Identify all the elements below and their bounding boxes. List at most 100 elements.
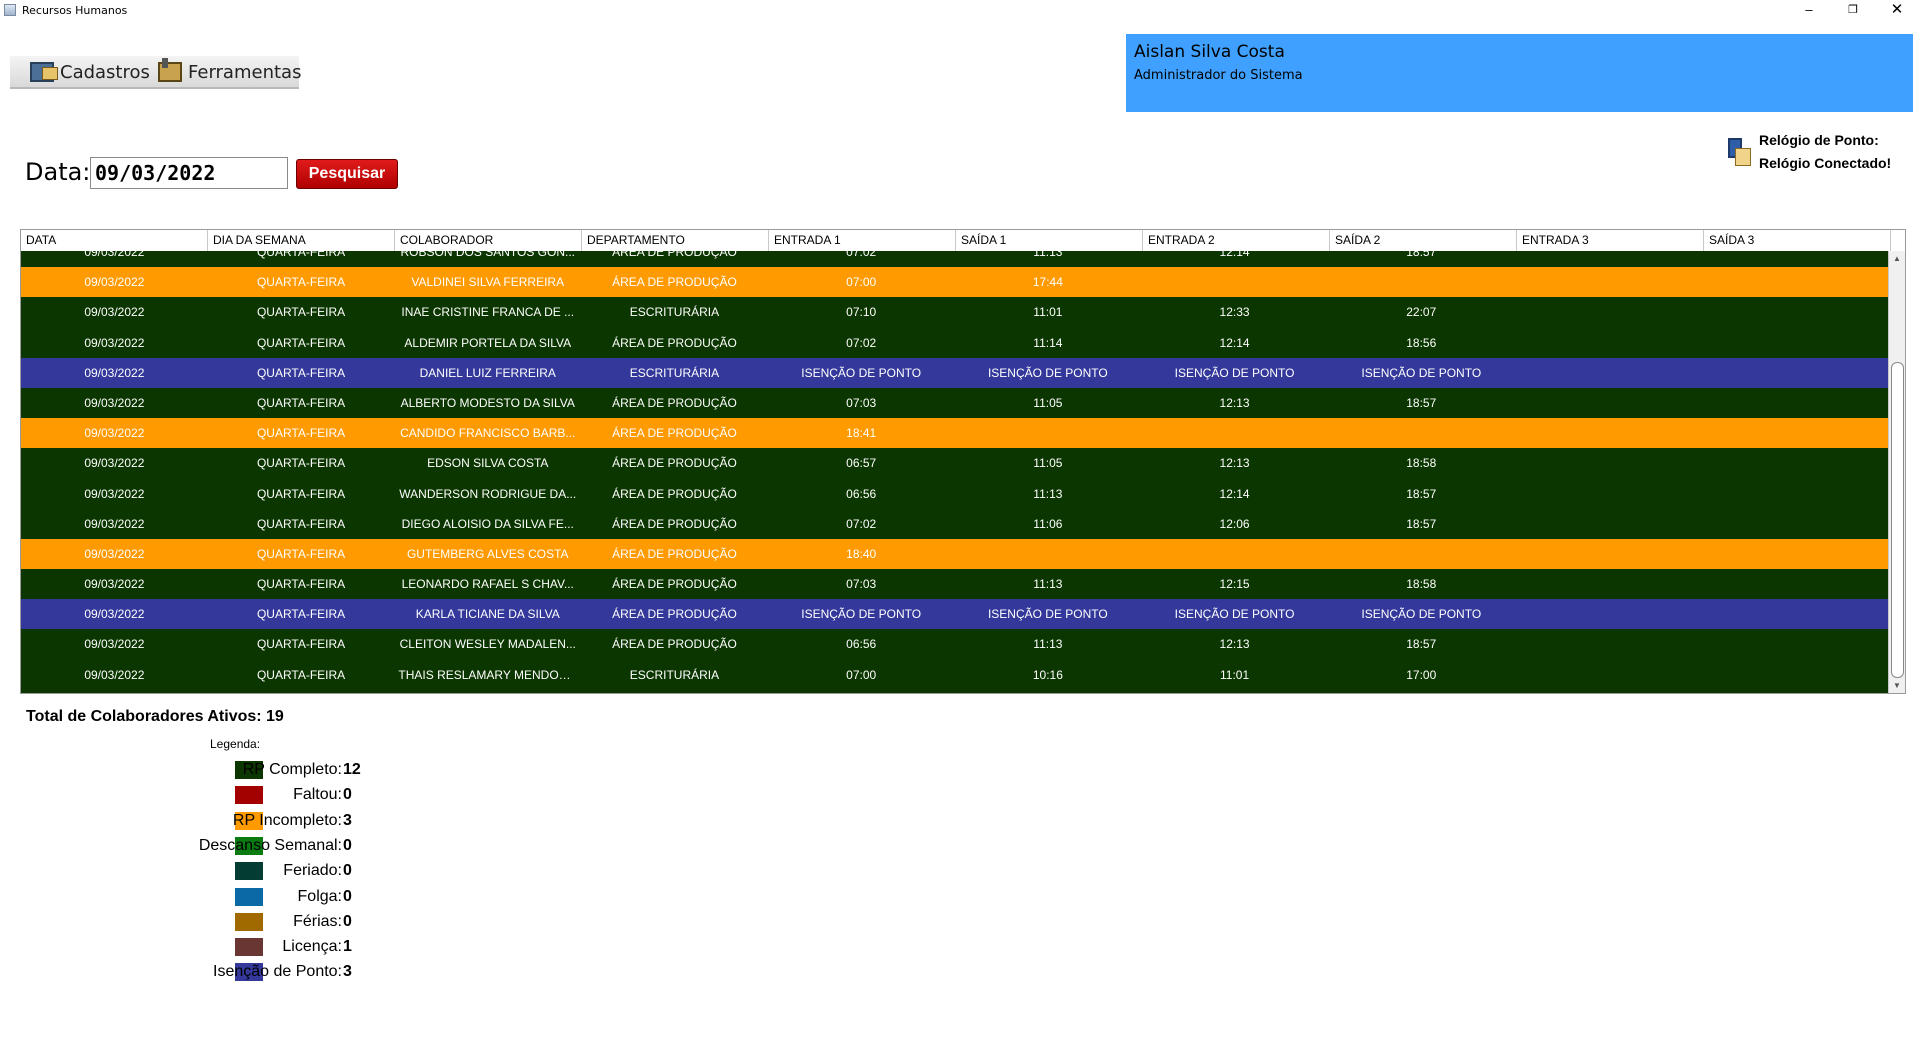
table-cell: QUARTA-FEIRA — [256, 251, 346, 259]
table-cell: THAIS RESLAMARY MENDON... — [398, 667, 578, 682]
legend-item: Feriado: 0 — [235, 859, 535, 884]
table-cell: QUARTA-FEIRA — [256, 456, 346, 471]
table-row[interactable]: 09/03/2022 QUARTA-FEIRA CLEITON WESLEY MAD… — [21, 629, 1888, 660]
legend-count: 0 — [343, 887, 352, 905]
timesheet-table: DATA DIA DA SEMANA COLABORADOR DEPARTAMENTO… — [20, 229, 1906, 694]
table-cell — [1515, 660, 1702, 690]
column-header[interactable]: DEPARTAMENTO — [582, 230, 769, 251]
table-cell: 11:13 — [1033, 637, 1063, 652]
table-cell — [1701, 448, 1888, 478]
scroll-up-icon[interactable]: ▲ — [1893, 254, 1901, 263]
table-cell: 18:40 — [846, 546, 877, 561]
legend-swatch — [235, 786, 263, 805]
legend-count: 3 — [343, 963, 352, 981]
table-cell: 09/03/2022 — [84, 426, 145, 441]
table-cell: ISENÇÃO DE PONTO — [987, 607, 1108, 622]
maximize-button[interactable]: ❐ — [1848, 4, 1858, 16]
menu-ferramentas-label: Ferramentas — [188, 61, 302, 83]
column-header[interactable]: ENTRADA 3 — [1517, 230, 1704, 251]
column-header[interactable]: SAÍDA 3 — [1704, 230, 1891, 251]
scroll-down-icon[interactable]: ▼ — [1893, 681, 1901, 690]
legend-label: Feriado: — [283, 862, 342, 880]
table-cell: 12:13 — [1219, 395, 1250, 410]
table-body[interactable]: 09/03/2022 QUARTA-FEIRA ROBSON DOS SANTOS … — [21, 251, 1888, 693]
table-cell: QUARTA-FEIRA — [256, 305, 346, 320]
table-cell: 11:05 — [1033, 456, 1063, 471]
date-input[interactable] — [90, 157, 288, 189]
table-cell: ÁREA DE PRODUÇÃO — [612, 456, 737, 471]
table-cell — [1515, 599, 1702, 629]
table-cell: 18:57 — [1406, 486, 1437, 501]
minimize-button[interactable]: – — [1805, 2, 1813, 17]
table-cell — [1701, 251, 1888, 267]
menu-bar: Cadastros Ferramentas — [10, 56, 302, 89]
table-cell: QUARTA-FEIRA — [256, 426, 346, 441]
clock-status: Relógio Conectado! — [1759, 155, 1892, 171]
column-header[interactable]: SAÍDA 2 — [1330, 230, 1517, 251]
table-row[interactable]: 09/03/2022 QUARTA-FEIRA DIEGO ALOISIO DA S… — [21, 508, 1888, 539]
table-cell: ISENÇÃO DE PONTO — [987, 365, 1108, 380]
table-cell: KARLA TICIANE DA SILVA — [415, 607, 560, 622]
table-cell: 12:14 — [1219, 251, 1250, 259]
table-cell: 06:57 — [846, 456, 877, 471]
table-cell — [1701, 479, 1888, 509]
legend-label: Faltou: — [293, 786, 342, 804]
column-header[interactable]: ENTRADA 1 — [769, 230, 956, 251]
table-cell — [1515, 569, 1702, 599]
table-row[interactable]: 09/03/2022 QUARTA-FEIRA DANIEL LUIZ FERREI… — [21, 357, 1888, 388]
table-row[interactable]: 09/03/2022 QUARTA-FEIRA ALDEMIR PORTELA DA… — [21, 327, 1888, 358]
table-row[interactable]: 09/03/2022 QUARTA-FEIRA EDSON SILVA COSTA Á… — [21, 448, 1888, 479]
table-cell: ÁREA DE PRODUÇÃO — [612, 607, 737, 622]
table-cell: ESCRITURÁRIA — [629, 365, 720, 380]
table-row[interactable]: 09/03/2022 QUARTA-FEIRA WANDERSON RODRIGUE… — [21, 478, 1888, 509]
table-cell: 12:33 — [1219, 305, 1250, 320]
vertical-scrollbar[interactable]: ▲ ▼ — [1888, 251, 1905, 693]
table-cell: ESCRITURÁRIA — [629, 305, 720, 320]
table-row[interactable]: 09/03/2022 QUARTA-FEIRA CANDIDO FRANCISCO … — [21, 418, 1888, 449]
table-row[interactable]: 09/03/2022 QUARTA-FEIRA ALBERTO MODESTO DA… — [21, 387, 1888, 419]
legend-count: 0 — [343, 786, 352, 804]
legend-item: RP Completo: 12 — [235, 758, 535, 783]
table-cell: CLEITON WESLEY MADALEN... — [399, 637, 576, 652]
table-cell: 06:56 — [846, 486, 877, 501]
legend-count: 0 — [343, 862, 352, 880]
table-cell: GUTEMBERG ALVES COSTA — [406, 546, 569, 561]
legend-swatch — [235, 836, 263, 855]
column-header[interactable]: COLABORADOR — [395, 230, 582, 251]
search-button[interactable]: Pesquisar — [296, 159, 398, 189]
table-cell: ROBSON DOS SANTOS GON... — [400, 251, 575, 259]
column-header[interactable]: DATA — [21, 230, 208, 251]
column-header[interactable]: ENTRADA 2 — [1143, 230, 1330, 251]
table-row[interactable]: 09/03/2022 QUARTA-FEIRA VALDINEI SILVA FER… — [21, 267, 1888, 298]
table-cell: 09/03/2022 — [84, 456, 145, 471]
table-cell: 07:03 — [846, 395, 877, 410]
table-cell: 17:44 — [1032, 275, 1063, 290]
table-cell: 09/03/2022 — [84, 607, 145, 622]
table-row[interactable]: 09/03/2022 QUARTA-FEIRA INAE CRISTINE FRAN… — [21, 297, 1888, 328]
table-cell — [1701, 660, 1888, 690]
menu-cadastros[interactable]: Cadastros — [30, 60, 150, 84]
scroll-thumb[interactable] — [1891, 362, 1904, 678]
table-cell — [1515, 539, 1702, 569]
table-cell: ÁREA DE PRODUÇÃO — [612, 546, 737, 561]
close-button[interactable]: ✕ — [1890, 1, 1904, 18]
table-row[interactable]: 09/03/2022 QUARTA-FEIRA THAIS RESLAMARY ME… — [21, 659, 1888, 690]
table-cell: 18:58 — [1406, 577, 1437, 592]
menu-cadastros-label: Cadastros — [60, 61, 150, 83]
table-cell — [1141, 418, 1328, 448]
table-row[interactable]: 09/03/2022 QUARTA-FEIRA LEONARDO RAFAEL S … — [21, 569, 1888, 600]
registry-icon — [30, 62, 58, 82]
table-cell: INAE CRISTINE FRANCA DE ... — [401, 305, 575, 320]
table-row[interactable]: 09/03/2022 QUARTA-FEIRA GUTEMBERG ALVES CO… — [21, 538, 1888, 570]
table-header: DATA DIA DA SEMANA COLABORADOR DEPARTAMENTO… — [21, 230, 1905, 252]
column-header[interactable]: DIA DA SEMANA — [208, 230, 395, 251]
menu-ferramentas[interactable]: Ferramentas — [158, 58, 302, 84]
table-row[interactable]: 09/03/2022 QUARTA-FEIRA ROBSON DOS SANTOS … — [21, 251, 1888, 268]
legend-item: RP Incompleto: 3 — [233, 809, 535, 834]
column-header[interactable]: SAÍDA 1 — [956, 230, 1143, 251]
table-row[interactable]: 09/03/2022 QUARTA-FEIRA KARLA TICIANE DA S… — [21, 599, 1888, 630]
table-cell: 12:13 — [1219, 456, 1250, 471]
window-title: Recursos Humanos — [22, 4, 128, 17]
table-cell: ISENÇÃO DE PONTO — [801, 607, 922, 622]
table-cell: ALDEMIR PORTELA DA SILVA — [404, 335, 572, 350]
